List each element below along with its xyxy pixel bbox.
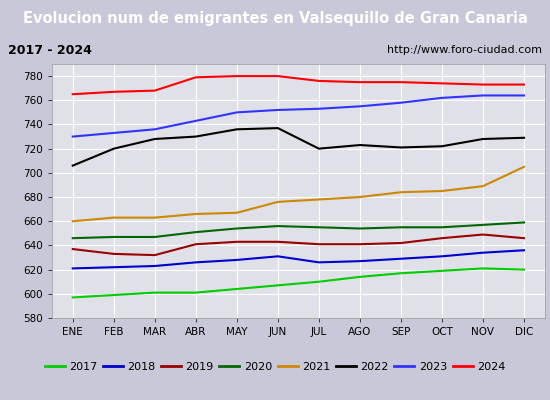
Text: Evolucion num de emigrantes en Valsequillo de Gran Canaria: Evolucion num de emigrantes en Valsequil…: [23, 12, 527, 26]
Text: 2017 - 2024: 2017 - 2024: [8, 44, 92, 57]
Text: http://www.foro-ciudad.com: http://www.foro-ciudad.com: [387, 45, 542, 55]
Legend: 2017, 2018, 2019, 2020, 2021, 2022, 2023, 2024: 2017, 2018, 2019, 2020, 2021, 2022, 2023…: [45, 362, 505, 372]
